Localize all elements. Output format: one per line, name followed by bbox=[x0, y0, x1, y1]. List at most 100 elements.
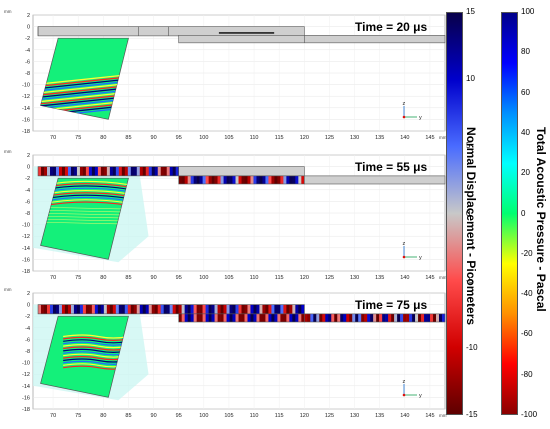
x-tick-label: 75 bbox=[75, 275, 81, 281]
x-tick-label: 110 bbox=[250, 413, 259, 419]
x-tick-label: 100 bbox=[199, 413, 208, 419]
snapshot-panel-75: 2 0 -2 -4 -6 -8 -10 -12 -14 -16 -18 70 75 80 85 90 95 100… bbox=[0, 283, 450, 421]
x-tick-label: 85 bbox=[125, 135, 131, 141]
y-tick-label: 0 bbox=[27, 165, 30, 171]
x-tick-label: 145 bbox=[425, 135, 434, 141]
x-tick-label: 140 bbox=[400, 413, 409, 419]
snapshot-panel-55: 2 0 -2 -4 -6 -8 -10 -12 -14 -16 -18 70 75 80 85 90 95 100… bbox=[0, 145, 450, 283]
x-tick-label: 110 bbox=[250, 275, 259, 281]
y-tick-label: -8 bbox=[25, 71, 30, 77]
x-unit-label: mm bbox=[439, 413, 447, 418]
y-tick-label: 2 bbox=[27, 13, 30, 19]
y-tick-label: -14 bbox=[22, 246, 30, 252]
snapshot-plot-75: 2 0 -2 -4 -6 -8 -10 -12 -14 -16 -18 70 75 80 85 90 95 100… bbox=[4, 287, 447, 419]
y-tick-label: -8 bbox=[25, 349, 30, 355]
colorbar-tick-label: -5 bbox=[466, 275, 474, 285]
lower-plate-wave bbox=[178, 313, 305, 323]
x-tick-label: 95 bbox=[176, 413, 182, 419]
x-tick-label: 95 bbox=[176, 135, 182, 141]
x-tick-label: 105 bbox=[224, 413, 233, 419]
pressure-colorbar-gradient bbox=[501, 12, 518, 415]
y-tick-label: -16 bbox=[22, 395, 30, 401]
triad-z-label: z bbox=[403, 241, 406, 247]
y-unit-label: mm bbox=[4, 149, 12, 154]
y-tick-label: -16 bbox=[22, 117, 30, 123]
lower-plate bbox=[304, 313, 446, 323]
time-label: Time = 55 μs bbox=[355, 160, 428, 174]
y-tick-label: 0 bbox=[27, 303, 30, 309]
x-tick-label: 135 bbox=[375, 275, 384, 281]
y-tick-label: -12 bbox=[22, 234, 30, 240]
x-tick-label: 105 bbox=[224, 275, 233, 281]
y-tick-label: -18 bbox=[22, 407, 30, 413]
y-tick-label: 0 bbox=[27, 25, 30, 31]
x-tick-label: 125 bbox=[325, 135, 334, 141]
x-tick-label: 135 bbox=[375, 135, 384, 141]
upper-plate bbox=[37, 166, 180, 177]
axis-triad: zy bbox=[403, 101, 423, 121]
x-tick-label: 120 bbox=[300, 135, 309, 141]
y-tick-label: -14 bbox=[22, 106, 30, 112]
y-tick-label: -10 bbox=[22, 223, 30, 229]
y-tick-label: -18 bbox=[22, 269, 30, 275]
y-unit-label: mm bbox=[4, 287, 12, 292]
x-tick-label: 110 bbox=[250, 135, 259, 141]
x-tick-label: 140 bbox=[400, 275, 409, 281]
colorbar-tick-label: -60 bbox=[521, 329, 533, 339]
x-tick-label: 70 bbox=[50, 413, 56, 419]
axis-triad: zy bbox=[403, 241, 423, 261]
y-tick-label: -2 bbox=[25, 36, 30, 42]
y-tick-label: -4 bbox=[25, 188, 30, 194]
x-tick-label: 80 bbox=[100, 135, 106, 141]
displacement-colorbar-gradient bbox=[446, 12, 463, 415]
x-tick-label: 75 bbox=[75, 135, 81, 141]
y-tick-label: -6 bbox=[25, 337, 30, 343]
y-tick-label: -18 bbox=[22, 129, 30, 135]
axis-triad: zy bbox=[403, 379, 423, 399]
colorbar-tick-label: -20 bbox=[521, 248, 533, 258]
y-tick-label: -10 bbox=[22, 83, 30, 89]
displacement-colorbar-title: Normal Displacement - Picometers bbox=[464, 127, 478, 326]
x-tick-label: 80 bbox=[100, 275, 106, 281]
x-tick-label: 140 bbox=[400, 135, 409, 141]
y-tick-label: -12 bbox=[22, 372, 30, 378]
x-tick-label: 130 bbox=[350, 413, 359, 419]
y-tick-label: -4 bbox=[25, 48, 30, 54]
x-tick-label: 115 bbox=[275, 275, 284, 281]
x-tick-label: 100 bbox=[199, 135, 208, 141]
y-tick-label: -4 bbox=[25, 326, 30, 332]
upper-plate bbox=[37, 304, 305, 315]
x-tick-label: 70 bbox=[50, 275, 56, 281]
colorbar-tick-label: 15 bbox=[466, 7, 475, 16]
y-tick-label: -2 bbox=[25, 314, 30, 320]
triad-z-label: z bbox=[403, 101, 406, 107]
x-tick-label: 130 bbox=[350, 275, 359, 281]
upper-plate bbox=[37, 26, 305, 37]
x-unit-label: mm bbox=[439, 135, 447, 140]
y-tick-label: -12 bbox=[22, 94, 30, 100]
colorbar-tick-label: -100 bbox=[521, 410, 538, 419]
snapshot-plot-55: 2 0 -2 -4 -6 -8 -10 -12 -14 -16 -18 70 75 80 85 90 95 100… bbox=[4, 149, 447, 281]
colorbar-tick-label: 5 bbox=[466, 141, 471, 151]
colorbar-tick-label: 80 bbox=[521, 47, 530, 57]
triad-z-label: z bbox=[403, 379, 406, 385]
x-tick-label: 105 bbox=[224, 135, 233, 141]
time-label: Time = 20 μs bbox=[355, 20, 428, 34]
x-tick-label: 135 bbox=[375, 413, 384, 419]
x-tick-label: 125 bbox=[325, 413, 334, 419]
pressure-colorbar-title: Total Acoustic Pressure - Pascal bbox=[534, 127, 548, 312]
colorbar-tick-label: -80 bbox=[521, 369, 533, 379]
x-tick-label: 100 bbox=[199, 275, 208, 281]
y-tick-label: -14 bbox=[22, 384, 30, 390]
x-tick-label: 130 bbox=[350, 135, 359, 141]
x-tick-label: 145 bbox=[425, 413, 434, 419]
x-tick-label: 125 bbox=[325, 275, 334, 281]
x-tick-label: 120 bbox=[300, 413, 309, 419]
x-tick-label: 75 bbox=[75, 413, 81, 419]
x-tick-label: 120 bbox=[300, 275, 309, 281]
y-tick-label: -8 bbox=[25, 211, 30, 217]
x-tick-label: 90 bbox=[151, 135, 157, 141]
x-tick-label: 90 bbox=[151, 275, 157, 281]
x-tick-label: 115 bbox=[275, 413, 284, 419]
colorbar-tick-label: 40 bbox=[521, 127, 530, 137]
